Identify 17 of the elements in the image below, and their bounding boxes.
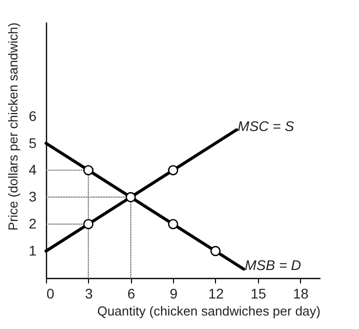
series-label: MSC = S — [238, 118, 295, 134]
y-tick-label: 2 — [28, 216, 37, 232]
x-tick-label: 6 — [127, 286, 136, 302]
y-axis-title: Price (dollars per chicken sandwich) — [6, 22, 21, 231]
y-tick-label: 3 — [28, 188, 37, 205]
x-axis-title: Quantity (chicken sandwiches per day) — [97, 304, 320, 318]
x-tick-label: 15 — [250, 286, 266, 302]
x-tick-label: 18 — [292, 286, 309, 302]
x-tick-label: 12 — [208, 286, 224, 302]
y-tick-label: 1 — [28, 242, 37, 259]
series-label: MSB = D — [244, 257, 302, 274]
y-tick-label: 6 — [28, 108, 37, 124]
y-tick-label: 4 — [28, 162, 37, 178]
x-tick-label: 0 — [46, 286, 54, 302]
x-tick-label: 9 — [170, 286, 178, 302]
y-tick-label: 5 — [28, 134, 37, 151]
x-tick-label: 3 — [84, 286, 93, 302]
